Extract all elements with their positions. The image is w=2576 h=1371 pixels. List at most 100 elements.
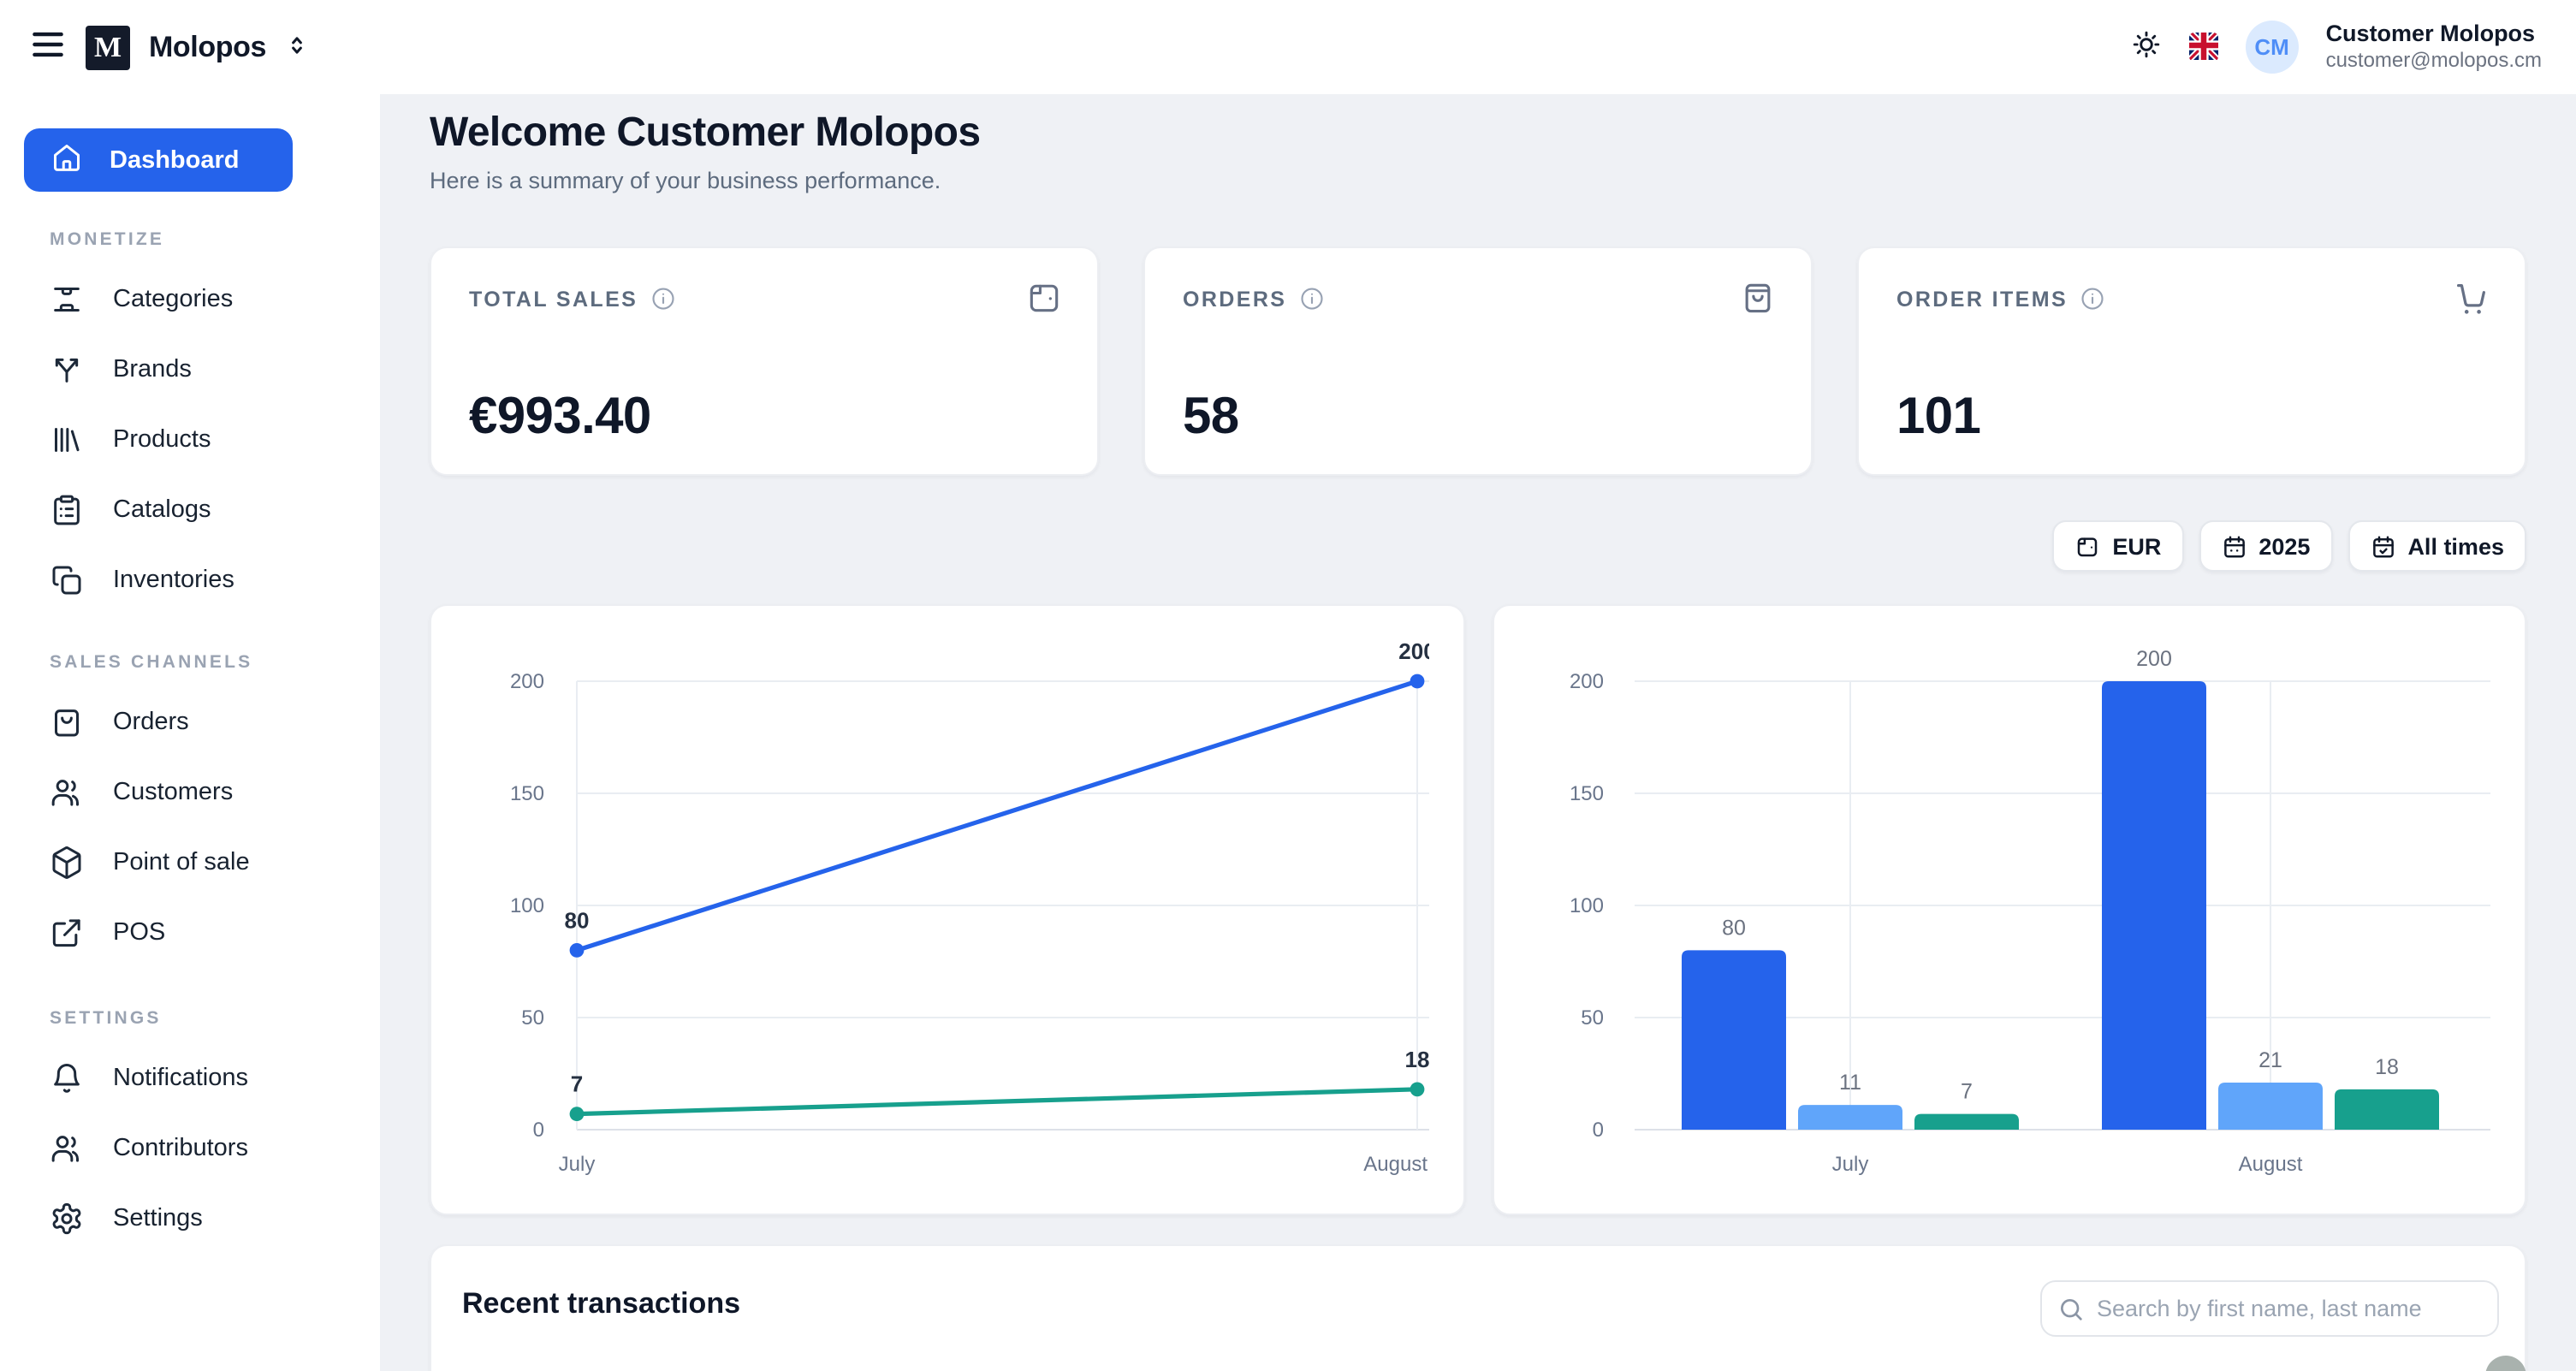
floating-corner-button[interactable] [2485, 1356, 2526, 1371]
svg-text:80: 80 [1721, 916, 1745, 940]
package-icon [50, 845, 84, 879]
main-content: Welcome Customer Molopos Here is a summa… [380, 94, 2576, 1371]
stat-card-total-sales: TOTAL SALES €993.40 [430, 246, 1099, 476]
user-email: customer@molopos.cm [2325, 48, 2542, 73]
sidebar-item-contributors[interactable]: Contributors [0, 1113, 380, 1183]
sidebar-item-dashboard[interactable]: Dashboard [24, 128, 293, 192]
external-link-icon [50, 915, 84, 949]
svg-text:50: 50 [1580, 1006, 1603, 1030]
hamburger-menu-button[interactable] [29, 26, 67, 68]
sidebar-item-label: Products [113, 425, 211, 453]
svg-text:50: 50 [521, 1006, 544, 1030]
topbar-left: M Molopos [29, 25, 311, 69]
info-icon[interactable] [650, 286, 675, 312]
sidebar-item-label: Inventories [113, 566, 234, 593]
stat-card-orders: ORDERS 58 [1143, 246, 1813, 476]
sidebar-section-monetize: MONETIZE [50, 229, 165, 250]
sidebar-item-label: Point of sale [113, 848, 250, 875]
currency-filter-button[interactable]: EUR [2052, 520, 2184, 572]
svg-text:200: 200 [1398, 638, 1429, 664]
sidebar-item-label: Categories [113, 285, 234, 312]
stat-cards-row: TOTAL SALES €993.40 ORDERS 58 ORDER ITEM… [430, 246, 2526, 476]
section-title: Recent transactions [462, 1287, 740, 1320]
sidebar-item-label: Orders [113, 708, 189, 735]
bar-chart-svg: 0 50 100 150 200 80 11 7 July 200 21 18 August [1569, 647, 2490, 1176]
svg-text:0: 0 [533, 1119, 544, 1142]
filter-label: 2025 [2258, 533, 2311, 559]
sidebar-item-label: Brands [113, 355, 192, 383]
sidebar-section-settings: SETTINGS [50, 1008, 162, 1029]
svg-text:0: 0 [1592, 1119, 1603, 1142]
shopping-bag-icon [1739, 279, 1777, 317]
sidebar-item-brands[interactable]: Brands [0, 334, 380, 404]
sales-bar-chart: 0 50 100 150 200 80 11 7 July 200 21 18 August [1492, 604, 2526, 1215]
language-selector-button[interactable] [2188, 33, 2218, 62]
sidebar-item-label: Contributors [113, 1134, 248, 1161]
wallet-icon [1025, 279, 1063, 317]
page-title: Welcome Customer Molopos [430, 110, 981, 156]
stat-value: 101 [1896, 389, 1981, 445]
info-icon[interactable] [2080, 286, 2105, 312]
theme-toggle-button[interactable] [2131, 29, 2162, 65]
year-filter-button[interactable]: 2025 [2199, 520, 2333, 572]
brand-logo: M [86, 25, 130, 69]
user-meta[interactable]: Customer Molopos customer@molopos.cm [2326, 20, 2542, 74]
stat-card-order-items: ORDER ITEMS 101 [1857, 246, 2526, 476]
sidebar-item-inventories[interactable]: Inventories [0, 544, 380, 614]
clipboard-list-icon [50, 492, 84, 526]
sidebar-item-pos[interactable]: POS [0, 897, 380, 967]
sidebar-item-catalogs[interactable]: Catalogs [0, 474, 380, 544]
calendar-check-icon [2370, 533, 2395, 559]
svg-text:80: 80 [565, 907, 590, 933]
sun-icon [2131, 29, 2162, 65]
sales-line-chart: 0 50 100 150 200 July August 80 200 7 18 [430, 604, 1464, 1215]
workspace-switcher-button[interactable] [285, 32, 311, 62]
search-icon [2057, 1295, 2085, 1322]
svg-text:August: August [1363, 1153, 1427, 1176]
sidebar-item-orders[interactable]: Orders [0, 686, 380, 757]
wallet-icon [2074, 533, 2100, 559]
user-name: Customer Molopos [2325, 20, 2536, 46]
categories-icon [50, 282, 84, 316]
sidebar-item-products[interactable]: Products [0, 404, 380, 474]
sidebar-item-customers[interactable]: Customers [0, 757, 380, 827]
filters-row: EUR 2025 All times [430, 520, 2526, 572]
sidebar-item-settings[interactable]: Settings [0, 1183, 380, 1253]
info-icon[interactable] [1298, 286, 1324, 312]
stat-label: ORDERS [1183, 287, 1287, 311]
sidebar-item-label: Catalogs [113, 496, 211, 523]
shopping-cart-icon [2451, 279, 2490, 318]
hamburger-icon [29, 26, 67, 68]
stat-value: 58 [1183, 389, 1239, 445]
search-input[interactable] [2040, 1280, 2499, 1337]
shopping-bag-icon [50, 704, 84, 739]
svg-text:200: 200 [510, 670, 544, 693]
sidebar-item-label: Customers [113, 778, 234, 805]
svg-text:200: 200 [1569, 670, 1603, 693]
library-icon [50, 422, 84, 456]
sidebar-item-label: Notifications [113, 1064, 248, 1091]
uk-flag-icon [2188, 33, 2218, 62]
filter-label: All times [2407, 533, 2504, 559]
transactions-search [2040, 1280, 2499, 1337]
svg-text:August: August [2238, 1153, 2302, 1176]
svg-text:100: 100 [1569, 894, 1603, 917]
page-subtitle: Here is a summary of your business perfo… [430, 168, 941, 193]
svg-text:7: 7 [571, 1071, 583, 1097]
copy-icon [50, 562, 84, 596]
recent-transactions-card: Recent transactions [430, 1244, 2526, 1371]
sidebar-item-point-of-sale[interactable]: Point of sale [0, 827, 380, 897]
topbar: M Molopos CM Customer Molopos customer@m… [0, 0, 2576, 94]
svg-text:7: 7 [1960, 1080, 1972, 1104]
topbar-right: CM Customer Molopos customer@molopos.cm [2131, 20, 2542, 74]
split-arrows-icon [50, 352, 84, 386]
svg-text:150: 150 [510, 782, 544, 805]
brand-logo-letter: M [93, 30, 122, 62]
line-chart-svg: 0 50 100 150 200 July August 80 200 7 18 [510, 638, 1429, 1176]
sidebar-item-notifications[interactable]: Notifications [0, 1042, 380, 1113]
sidebar-item-categories[interactable]: Categories [0, 264, 380, 334]
svg-text:100: 100 [510, 894, 544, 917]
period-filter-button[interactable]: All times [2347, 520, 2526, 572]
avatar[interactable]: CM [2245, 21, 2299, 74]
svg-text:July: July [559, 1153, 596, 1176]
